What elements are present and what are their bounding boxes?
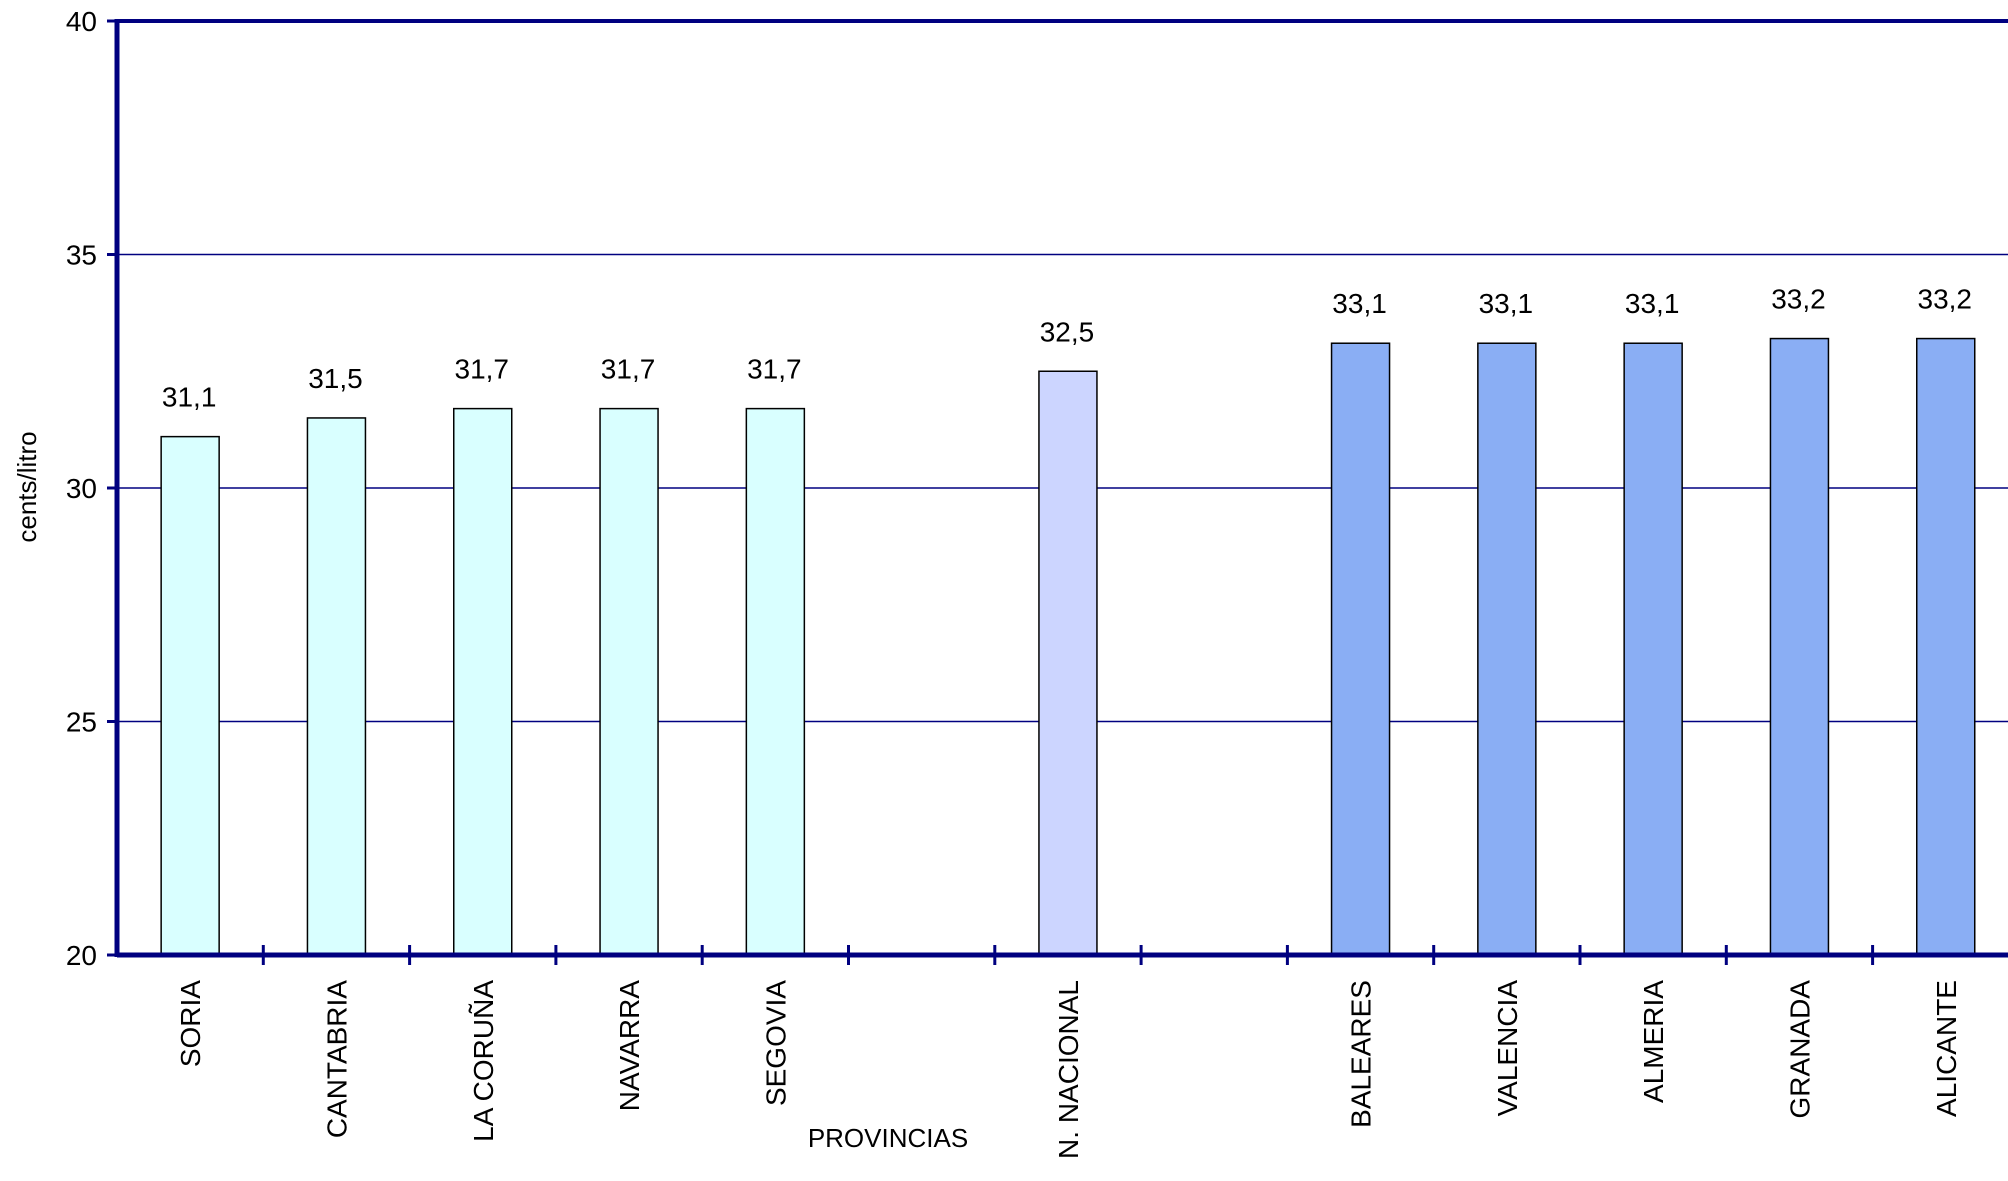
bar [1916,337,1976,956]
data-label: 31,5 [308,363,363,394]
data-label: 32,5 [1040,316,1095,347]
labels: 20 25 30 35 40 31,1 SORIA 31,5 CANTABRIA 31,7 LA C… [66,6,1972,1159]
axes [107,19,2008,965]
bar [1330,342,1391,956]
x-tick-label: BALEARES [1346,980,1377,1128]
x-tick-label: ALICANTE [1931,980,1962,1117]
bars [160,337,1976,956]
x-axis-title: PROVINCIAS [808,1123,968,1153]
bar [1038,370,1098,956]
y-axis-title: cents/litro [12,431,42,542]
x-tick-label: ALMERIA [1638,980,1669,1103]
y-tick-label: 30 [66,473,97,504]
y-tick-label: 35 [66,240,97,271]
bar [306,417,367,956]
x-tick-label: NAVARRA [614,980,645,1112]
bar [1477,342,1537,956]
bar [160,435,220,956]
data-label: 31,7 [601,354,656,385]
x-tick-label: CANTABRIA [321,980,352,1138]
data-label: 33,1 [1332,288,1387,319]
bar [1623,342,1683,956]
data-label: 33,1 [1479,288,1534,319]
bar [745,407,806,956]
bar [453,407,513,956]
bar [1769,337,1830,956]
data-label: 31,1 [162,382,217,413]
bar [599,407,659,956]
x-tick-label: VALENCIA [1492,980,1523,1117]
x-tick-label: SORIA [175,980,206,1067]
data-label: 33,2 [1918,284,1973,315]
y-tick-label: 25 [66,707,97,738]
data-label: 33,2 [1771,284,1826,315]
data-label: 31,7 [455,354,510,385]
x-tick-label: LA CORUÑA [468,980,499,1142]
x-tick-label: GRANADA [1784,980,1815,1119]
y-tick-label: 40 [66,6,97,37]
data-label: 33,1 [1625,288,1680,319]
y-tick-label: 20 [66,940,97,971]
data-label: 31,7 [747,354,802,385]
x-tick-label: N. NACIONAL [1053,980,1084,1159]
x-tick-label: SEGOVIA [760,980,791,1106]
